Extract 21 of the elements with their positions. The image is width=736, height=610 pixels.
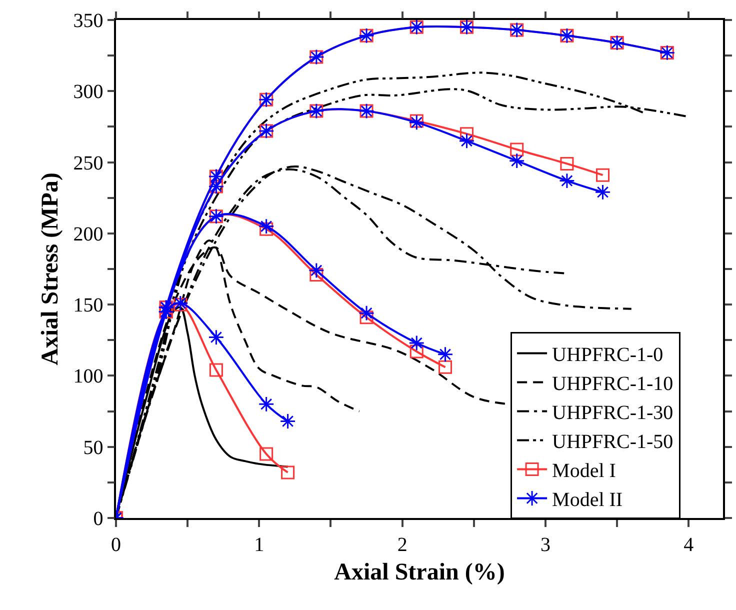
x-tick-label: 2 bbox=[397, 534, 408, 556]
legend-label: UHPFRC-1-30 bbox=[552, 402, 674, 424]
legend-label: UHPFRC-1-0 bbox=[552, 344, 664, 366]
x-tick-label: 3 bbox=[540, 534, 550, 556]
y-tick-label: 100 bbox=[73, 366, 104, 388]
y-tick-label: 150 bbox=[73, 294, 104, 317]
x-tick-label: 4 bbox=[684, 534, 694, 556]
y-tick-label: 300 bbox=[73, 81, 104, 104]
y-tick-label: 50 bbox=[83, 436, 104, 459]
x-tick-label: 0 bbox=[111, 534, 121, 556]
y-tick-label: 250 bbox=[73, 152, 104, 174]
legend-label: Model II bbox=[552, 489, 623, 512]
y-axis-title: Axial Stress (MPa) bbox=[38, 172, 64, 366]
legend-label: UHPFRC-1-50 bbox=[552, 431, 674, 454]
x-tick-label: 1 bbox=[254, 534, 264, 556]
legend-label: Model I bbox=[552, 460, 616, 482]
y-tick-label: 0 bbox=[93, 508, 104, 530]
legend-label: UHPFRC-1-10 bbox=[552, 373, 674, 396]
x-axis-title: Axial Strain (%) bbox=[334, 560, 505, 586]
y-tick-label: 350 bbox=[73, 10, 104, 32]
y-tick-label: 200 bbox=[73, 223, 104, 246]
